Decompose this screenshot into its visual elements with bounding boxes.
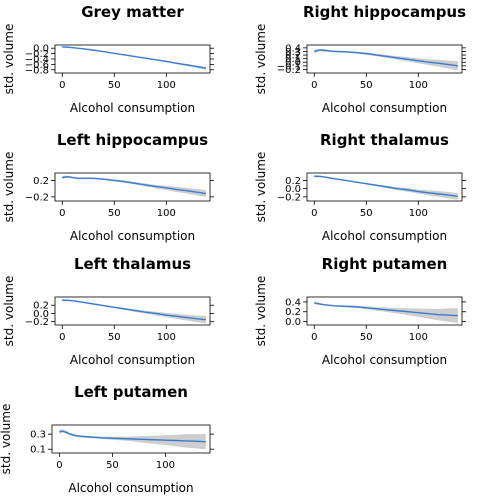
y-axis-label: std. volume	[2, 276, 16, 347]
y-tick-label: −0.2	[277, 65, 301, 76]
y-tick-label: 0.2	[33, 301, 49, 312]
x-tick-label: 0	[59, 332, 65, 343]
panel-4: Right thalamus 0 50 100 0.20.0−0.2 Alcohol co…	[254, 131, 466, 243]
y-tick-label: −0.2	[25, 317, 49, 328]
x-tick-label: 100	[156, 460, 175, 471]
x-axis-label: Alcohol consumption	[322, 353, 447, 367]
x-tick-label: 100	[409, 208, 428, 219]
y-tick-label: 0.3	[30, 430, 46, 441]
y-axis-label: std. volume	[254, 152, 268, 223]
x-tick-label: 100	[157, 80, 176, 91]
panel-2: Right hippocampus 0 50 100 0.40.30.20.10.0−0…	[254, 3, 466, 115]
y-tick-label: 0.2	[33, 176, 49, 187]
x-tick-label: 50	[108, 80, 121, 91]
fit-line	[314, 49, 458, 67]
plot-frame	[306, 172, 463, 202]
x-tick-label: 0	[311, 208, 317, 219]
y-axis-label: std. volume	[254, 24, 268, 95]
y-tick-label: −0.2	[277, 192, 301, 203]
x-tick-label: 100	[409, 332, 428, 343]
x-axis-label: Alcohol consumption	[70, 353, 195, 367]
x-tick-label: 100	[157, 208, 176, 219]
y-axis-label: std. volume	[254, 276, 268, 347]
y-tick-label: 0.1	[30, 445, 46, 456]
panel-3: Left hippocampus 0 50 100 0.2 −0.2 Alcohol con…	[2, 131, 214, 243]
x-axis-label: Alcohol consumption	[70, 101, 195, 115]
y-tick-label: 0.3	[285, 47, 301, 58]
fit-line	[59, 430, 206, 443]
y-tick-label: 0.1	[285, 54, 301, 65]
fit-line	[314, 302, 458, 317]
y-tick-label: 0.0	[285, 58, 301, 69]
y-axis-label: std. volume	[0, 404, 13, 475]
plot-frame	[54, 296, 211, 326]
y-tick-label: −0.4	[25, 55, 49, 66]
x-tick-label: 50	[106, 460, 119, 471]
y-tick-label: 0.0	[33, 309, 49, 320]
y-tick-label: 0.0	[285, 184, 301, 195]
x-tick-label: 0	[56, 460, 62, 471]
panel-title: Right putamen	[322, 255, 448, 273]
plot-frame	[306, 296, 463, 326]
fit-line	[62, 46, 206, 69]
x-tick-label: 0	[311, 80, 317, 91]
x-tick-label: 0	[59, 80, 65, 91]
y-tick-label: 0.0	[285, 317, 301, 328]
x-tick-label: 100	[157, 332, 176, 343]
x-axis-label: Alcohol consumption	[68, 481, 193, 495]
plot-frame	[54, 172, 211, 202]
panel-title: Right thalamus	[320, 131, 449, 149]
y-tick-label: −0.6	[25, 60, 49, 71]
panel-5: Left thalamus 0 50 100 0.20.0−0.2 Alcohol con…	[2, 255, 214, 367]
plot-frame	[51, 424, 211, 454]
x-tick-label: 50	[360, 208, 373, 219]
x-tick-label: 0	[311, 332, 317, 343]
x-tick-label: 100	[409, 80, 428, 91]
fit-line	[62, 176, 206, 195]
y-axis-label: std. volume	[2, 24, 16, 95]
y-tick-label: −0.2	[25, 49, 49, 60]
x-tick-label: 50	[360, 80, 373, 91]
x-axis-label: Alcohol consumption	[322, 229, 447, 243]
panel-6: Right putamen 0 50 100 0.40.20.0 Alcohol cons…	[254, 255, 466, 367]
y-tick-label: −0.8	[25, 65, 49, 76]
fit-line	[314, 175, 458, 198]
y-tick-label: 0.4	[285, 43, 301, 54]
x-axis-label: Alcohol consumption	[322, 101, 447, 115]
x-tick-label: 50	[108, 208, 121, 219]
x-tick-label: 50	[360, 332, 373, 343]
y-tick-label: −0.2	[25, 192, 49, 203]
panel-7: Left putamen 0 50 100 0.3 0.1 Alcohol consumpt…	[0, 383, 214, 495]
panel-title: Left hippocampus	[57, 131, 208, 149]
panel-title: Left putamen	[74, 383, 188, 401]
panel-title: Grey matter	[81, 3, 184, 21]
x-tick-label: 50	[108, 332, 121, 343]
y-tick-label: 0.4	[285, 297, 301, 308]
y-tick-label: 0.0	[33, 44, 49, 55]
x-axis-label: Alcohol consumption	[70, 229, 195, 243]
y-tick-label: 0.2	[285, 176, 301, 187]
panel-title: Right hippocampus	[303, 3, 466, 21]
panel-1: Grey matter 0 50 100 0.0−0.2−0.4−0.6−0.8 Alco…	[2, 3, 214, 115]
y-axis-label: std. volume	[2, 152, 16, 223]
y-tick-label: 0.2	[285, 307, 301, 318]
x-tick-label: 0	[59, 208, 65, 219]
y-tick-label: −0.1	[277, 61, 301, 72]
y-tick-label: 0.2	[285, 51, 301, 62]
panel-title: Left thalamus	[74, 255, 191, 273]
fit-line	[62, 299, 206, 321]
